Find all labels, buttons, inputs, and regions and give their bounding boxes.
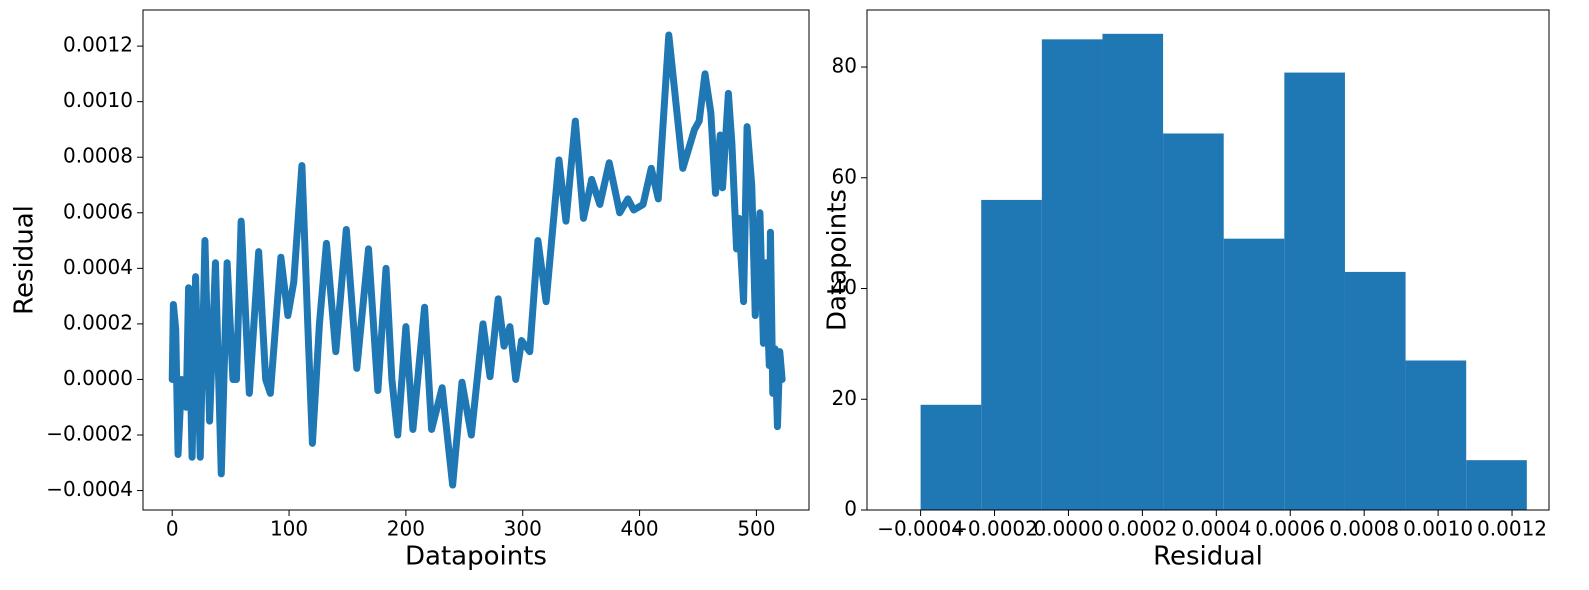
x-tick-label: 300 xyxy=(504,517,542,541)
x-tick-label: −0.0004 xyxy=(877,517,964,541)
y-tick-label: 20 xyxy=(832,386,857,410)
y-tick-label: 60 xyxy=(832,164,857,188)
x-tick-label: 0 xyxy=(166,517,179,541)
y-tick-label: 80 xyxy=(832,54,857,78)
y-tick-label: 0 xyxy=(844,497,857,521)
line xyxy=(168,31,786,489)
bar xyxy=(981,199,1042,510)
x-tick-label: 0.0012 xyxy=(1477,517,1547,541)
y-tick-label: 0.0012 xyxy=(63,33,133,57)
axes-frame xyxy=(142,9,810,511)
axes-frame xyxy=(866,9,1550,511)
x-tick-label: 0.0000 xyxy=(1033,517,1103,541)
y-tick-label: 0.0008 xyxy=(63,144,133,168)
bar xyxy=(1041,39,1103,511)
bar xyxy=(1405,360,1467,510)
x-tick-label: 0.0004 xyxy=(1181,517,1251,541)
y-axis-label: Residual xyxy=(10,205,40,315)
x-tick-label: 100 xyxy=(270,517,308,541)
x-tick-label: 0.0006 xyxy=(1255,517,1325,541)
x-tick-label: 500 xyxy=(737,517,775,541)
y-tick-label: 0.0010 xyxy=(63,88,133,112)
x-tick-label: 0.0010 xyxy=(1403,517,1473,541)
x-tick-label: 0.0008 xyxy=(1329,517,1399,541)
bar xyxy=(920,404,982,510)
bar xyxy=(1223,238,1285,510)
x-axis-label: Datapoints xyxy=(405,542,547,572)
y-tick-label: −0.0004 xyxy=(46,477,133,501)
y-tick-label: 0.0000 xyxy=(63,366,133,390)
y-tick-label: 40 xyxy=(832,275,857,299)
x-tick-label: −0.0002 xyxy=(951,517,1038,541)
bar xyxy=(1284,72,1345,510)
subplot: 0 100 200 300 400 500 −0.0004 −0.0002 0.0000 0.00… xyxy=(10,9,810,572)
x-tick-label: 400 xyxy=(620,517,658,541)
bar xyxy=(1102,33,1164,511)
x-axis-label: Residual xyxy=(1153,542,1263,572)
x-tick-label: 0.0002 xyxy=(1107,517,1177,541)
y-tick-label: 0.0002 xyxy=(63,310,133,334)
x-tick-label: 200 xyxy=(387,517,425,541)
bar xyxy=(1344,271,1406,510)
y-tick-label: −0.0002 xyxy=(46,422,133,446)
y-axis-label: Datapoints xyxy=(823,189,853,331)
bar xyxy=(1466,460,1527,510)
y-tick-label: 0.0004 xyxy=(63,255,133,279)
y-tick-label: 0.0006 xyxy=(63,199,133,223)
bar xyxy=(1163,133,1224,510)
